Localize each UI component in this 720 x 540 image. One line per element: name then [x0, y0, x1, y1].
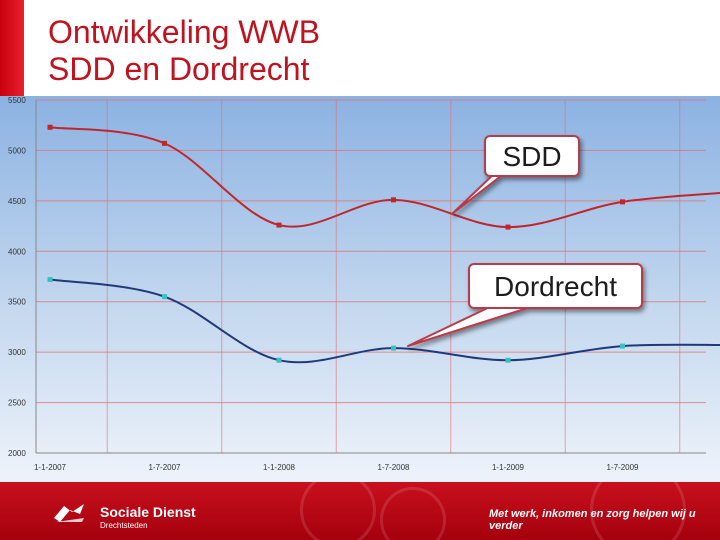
data-point-sdd	[620, 199, 625, 205]
bike-wheel-decoration	[380, 487, 446, 540]
y-tick-label: 3500	[8, 298, 26, 307]
data-point-sdd	[47, 124, 53, 130]
x-tick-label: 1-1-2007	[34, 463, 67, 472]
wwb-line-chart: 2000 2500 3000 3500 4000 4500 5000 5500 1-1-2007…	[0, 96, 720, 482]
slide-title-line1: Ontwikkeling WWB	[48, 14, 321, 50]
data-point-dordrecht	[276, 357, 282, 363]
left-accent-strip	[0, 0, 24, 96]
data-point-sdd	[505, 224, 511, 230]
x-tick-label: 1-7-2008	[377, 463, 410, 472]
data-point-dordrecht	[505, 357, 511, 363]
footer-brand-sub: Drechtsteden	[100, 521, 148, 530]
data-point-sdd	[162, 140, 167, 146]
y-tick-label: 2000	[8, 449, 26, 458]
callout-dordrecht: Dordrecht	[407, 263, 643, 347]
footer-brand: Sociale Dienst	[100, 504, 196, 520]
data-point-sdd	[276, 222, 282, 228]
data-point-dordrecht	[47, 277, 53, 283]
data-point-dordrecht	[620, 343, 625, 349]
data-point-dordrecht	[391, 345, 396, 351]
y-tick-label: 4000	[8, 247, 26, 256]
x-tick-label: 1-1-2009	[492, 463, 525, 472]
callout-pointer-join	[494, 169, 508, 174]
slide-title: Ontwikkeling WWB SDD en Dordrecht	[48, 14, 320, 88]
y-tick-label: 5000	[8, 146, 26, 155]
footer-tagline: Met werk, inkomen en zorg helpen wij u v…	[489, 508, 696, 532]
callout-box	[468, 263, 643, 309]
x-tick-label: 1-7-2009	[606, 463, 639, 472]
data-point-sdd	[391, 197, 396, 203]
data-point-dordrecht	[162, 294, 167, 300]
callout-pointer-join	[494, 301, 542, 306]
x-tick-label: 1-7-2007	[148, 463, 181, 472]
y-tick-label: 2500	[8, 399, 26, 408]
callout-label: Dordrecht	[494, 271, 617, 302]
callout-sdd: SDD	[451, 135, 580, 215]
y-tick-label: 3000	[8, 348, 26, 357]
callout-label: SDD	[502, 141, 561, 172]
y-tick-label: 4500	[8, 197, 26, 206]
bike-wheel-decoration	[300, 482, 376, 540]
y-tick-label: 5500	[8, 96, 26, 105]
callout-box	[484, 135, 580, 177]
sociale-dienst-logo-icon	[54, 504, 84, 522]
x-tick-label: 1-1-2008	[263, 463, 296, 472]
bike-wheel-decoration	[590, 482, 686, 540]
footer-banner: Sociale Dienst Drechtsteden Met werk, in…	[0, 482, 720, 540]
slide-title-line2: SDD en Dordrecht	[48, 51, 310, 87]
